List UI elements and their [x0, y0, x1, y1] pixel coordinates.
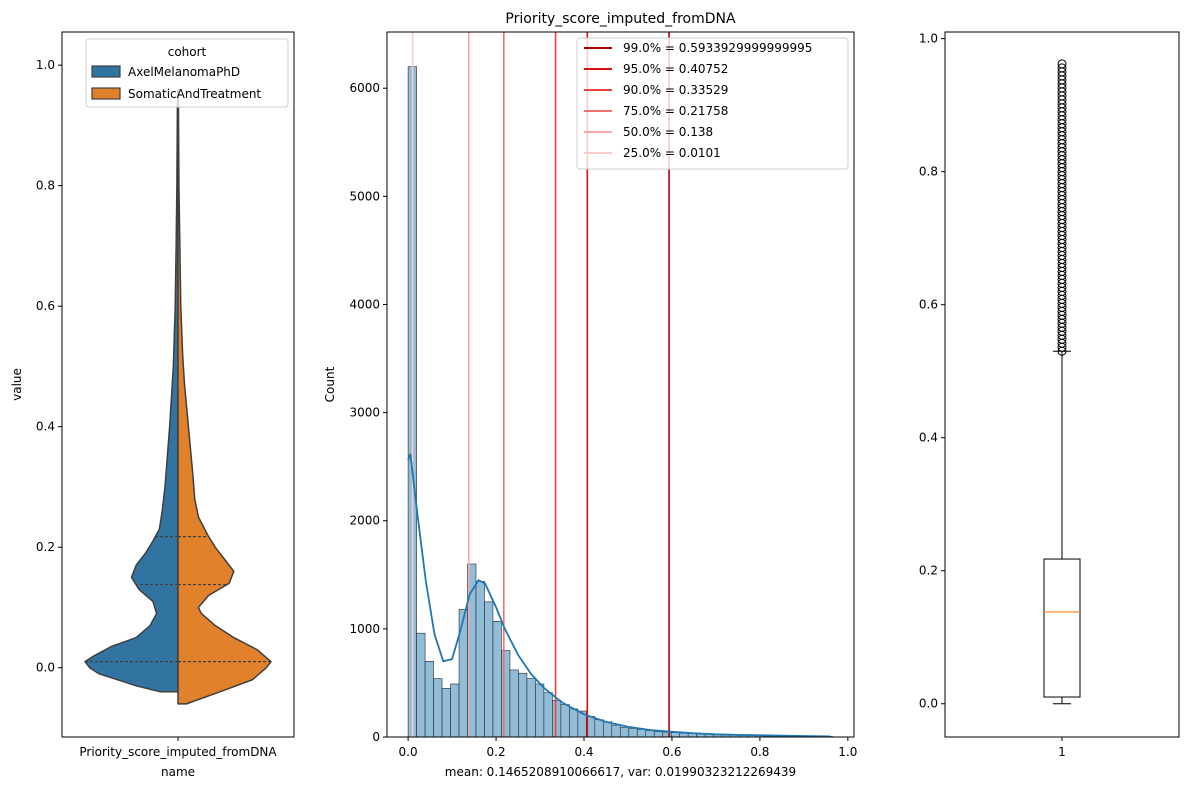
legend-entry: 25.0% = 0.0101: [623, 146, 721, 160]
legend-title: cohort: [168, 45, 207, 59]
y-tick-label: 0.6: [36, 299, 55, 313]
y-axis-label: value: [10, 368, 24, 401]
histogram-legend: 99.0% = 0.5933929999999995 95.0% = 0.4075…: [576, 37, 849, 170]
legend-entry: 75.0% = 0.21758: [623, 104, 728, 118]
histogram-bar: [424, 661, 434, 738]
histogram-bar: [662, 731, 672, 738]
x-tick-label: 1: [1058, 745, 1066, 759]
y-tick-label: 0.2: [36, 540, 55, 554]
histogram-bar: [603, 721, 613, 738]
histogram-bar: [670, 732, 680, 738]
histogram-bar: [679, 732, 689, 738]
y-tick-label: 1.0: [919, 32, 938, 46]
x-tick-label: 1.0: [838, 745, 857, 759]
legend-entry: 95.0% = 0.40752: [623, 62, 728, 76]
histogram-bar: [636, 729, 647, 738]
histogram-bar: [653, 731, 664, 738]
outlier-point: [1057, 59, 1067, 69]
y-tick-label: 6000: [349, 81, 380, 95]
y-tick-label: 0.6: [919, 298, 938, 312]
histogram-bar: [501, 650, 511, 738]
legend-entry: 99.0% = 0.5933929999999995: [623, 41, 812, 55]
legend-swatch: [91, 65, 121, 78]
x-axis-label: name: [161, 765, 195, 779]
kde-line: [407, 453, 831, 738]
histogram-bar: [619, 726, 630, 738]
x-tick-label: Priority_score_imputed_fromDNA: [79, 745, 277, 759]
histogram-bar: [492, 621, 502, 738]
histogram-bar: [594, 719, 604, 738]
histogram-bar: [526, 678, 536, 738]
y-tick-label: 0.0: [919, 697, 938, 711]
violin-legend: cohort AxelMelanomaPhD SomaticAndTreatment: [85, 38, 289, 108]
histogram-bar: [475, 580, 485, 738]
violin-half: [84, 88, 179, 693]
x-tick-label: 0.8: [750, 745, 769, 759]
x-tick-label: 0.4: [574, 745, 593, 759]
legend-entry: AxelMelanomaPhD: [128, 65, 240, 79]
histogram-bar: [433, 678, 443, 738]
histogram-bar: [416, 632, 426, 738]
histogram-panel: 0.0 0.2 0.4 0.6 0.8 1.0 0 1000 2000 3000 4000 5000 6…: [323, 11, 857, 779]
legend-entry: 90.0% = 0.33529: [623, 83, 728, 97]
box: [1043, 558, 1081, 698]
outlier-point: [1057, 63, 1067, 73]
y-tick-label: 0: [372, 730, 380, 744]
y-axis-label: Count: [323, 366, 337, 402]
y-tick-label: 0.0: [36, 661, 55, 675]
y-tick-label: 4000: [349, 297, 380, 311]
histogram-bar: [552, 699, 562, 738]
histogram-title: Priority_score_imputed_fromDNA: [505, 11, 736, 27]
y-tick-label: 2000: [349, 514, 380, 528]
y-tick-label: 0.8: [919, 165, 938, 179]
legend-swatch: [91, 87, 121, 100]
histogram-axes-frame: [386, 31, 855, 738]
x-tick-label: 0.2: [487, 745, 506, 759]
boxplot-panel: 0.0 0.2 0.4 0.6 0.8 1.0 1: [919, 31, 1180, 759]
histogram-bar: [645, 730, 655, 738]
legend-frame: [85, 38, 289, 108]
y-tick-label: 5000: [349, 189, 380, 203]
y-tick-label: 0.4: [36, 420, 55, 434]
y-tick-label: 0.2: [919, 564, 938, 578]
histogram-bar: [509, 669, 519, 738]
y-tick-label: 1000: [349, 622, 380, 636]
histogram-bar: [518, 672, 528, 738]
histogram-bar: [611, 724, 621, 738]
x-axis-label: mean: 0.1465208910066617, var: 0.0199032…: [445, 765, 796, 779]
y-tick-label: 1.0: [36, 58, 55, 72]
legend-entry: 50.0% = 0.138: [623, 125, 713, 139]
x-tick-label: 0.0: [399, 745, 418, 759]
y-tick-label: 0.8: [36, 179, 55, 193]
violin-panel: 0.0 0.2 0.4 0.6 0.8 1.0 Priority_score_imputed…: [10, 31, 295, 779]
histogram-bar: [484, 601, 494, 738]
histogram-bar: [535, 683, 545, 738]
y-tick-label: 3000: [349, 406, 380, 420]
x-tick-label: 0.6: [662, 745, 681, 759]
histogram-bar: [543, 692, 553, 738]
y-tick-label: 0.4: [919, 431, 938, 445]
legend-entry: SomaticAndTreatment: [128, 87, 261, 101]
violin-half: [177, 88, 272, 705]
legend-frame: [576, 37, 849, 170]
histogram-bar: [441, 688, 451, 738]
histogram-bar: [628, 728, 638, 738]
histogram-bar: [450, 683, 460, 738]
histogram-bar: [569, 708, 579, 738]
histogram-bar: [560, 704, 570, 738]
